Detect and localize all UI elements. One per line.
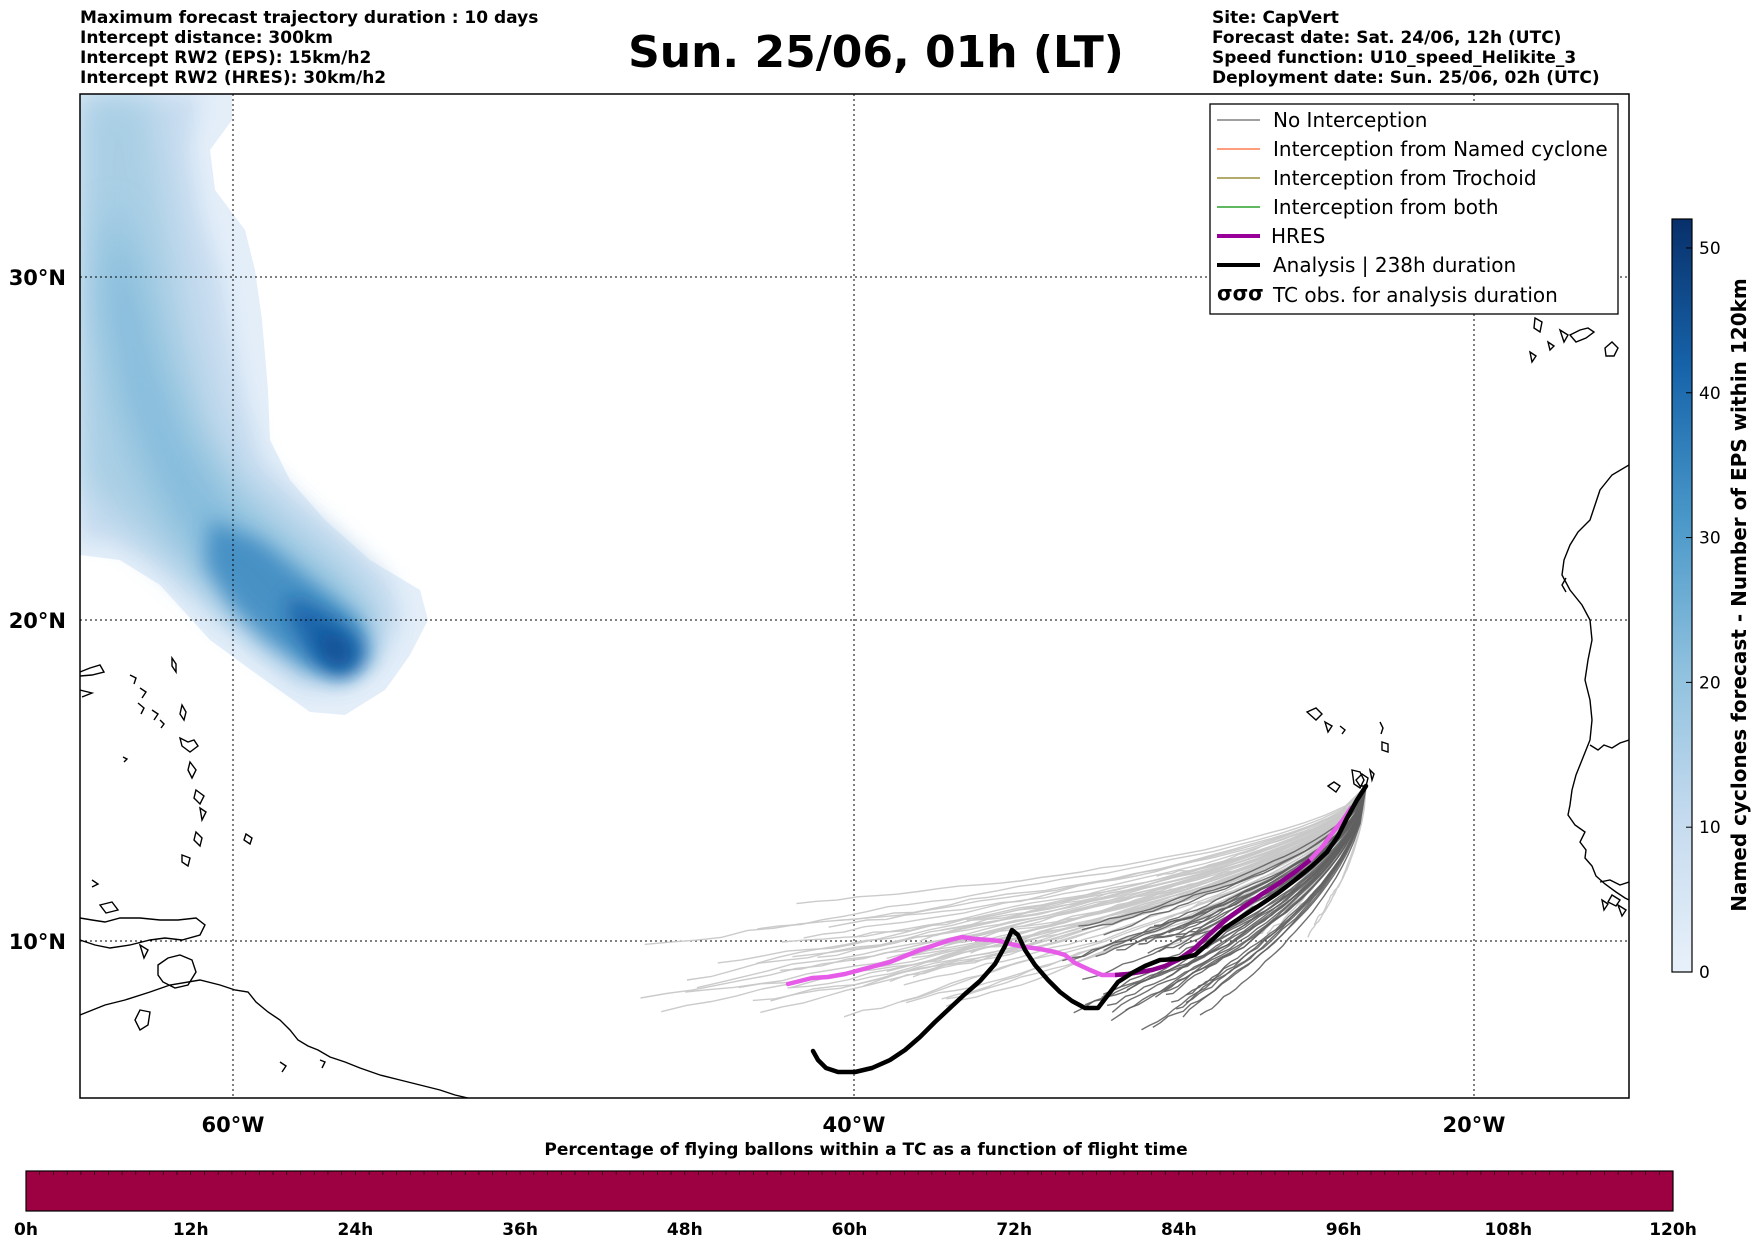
- ensemble-trajectory: [843, 785, 1367, 1018]
- ensemble-trajectory: [903, 785, 1367, 986]
- flight-time-tick-label: 120h: [1649, 1220, 1697, 1240]
- header-right-line: Site: CapVert: [1212, 8, 1339, 28]
- lat-tick-label: 30°N: [9, 266, 66, 290]
- colorbar-tick-label: 40: [1699, 384, 1721, 404]
- ensemble-trajectory: [1154, 785, 1367, 998]
- legend-label: Interception from both: [1273, 195, 1499, 219]
- flight-time-tick-label: 96h: [1326, 1220, 1362, 1240]
- flight-time-bar-fill: [25, 1170, 1674, 1212]
- colorbar-tick-label: 10: [1699, 818, 1721, 838]
- flight-time-tick-label: 60h: [832, 1220, 868, 1240]
- ensemble-trajectory: [1103, 785, 1367, 995]
- colorbar-gradient: [1671, 218, 1693, 973]
- forecast-parameters-block: Maximum forecast trajectory duration : 1…: [80, 8, 538, 88]
- ensemble-trajectory: [1117, 785, 1367, 904]
- analysis-trajectory: [810, 783, 1369, 1075]
- header-left-line: Maximum forecast trajectory duration : 1…: [80, 8, 539, 28]
- flight-time-tick-label: 24h: [338, 1220, 374, 1240]
- flight-time-tick-label: 36h: [502, 1220, 538, 1240]
- ensemble-trajectory: [1103, 785, 1367, 936]
- coastline-americas: [80, 655, 469, 1098]
- ensemble-trajectory: [837, 785, 1367, 921]
- map-title: Sun. 25/06, 01h (LT): [628, 27, 1124, 78]
- ensemble-trajectory: [1110, 785, 1367, 1022]
- ensemble-trajectory: [790, 785, 1367, 989]
- flight-time-tick-label: 72h: [996, 1220, 1032, 1240]
- flight-time-bar-labels: 0h 12h 24h 36h 48h 60h 72h 84h 96h 108h 120h: [14, 1220, 1697, 1240]
- ensemble-trajectory: [760, 785, 1367, 1014]
- ensemble-trajectory: [1106, 785, 1367, 1007]
- hres-trajectory-late-segment: [1114, 858, 1312, 978]
- header-left-line: Intercept RW2 (HRES): 30km/h2: [80, 68, 387, 88]
- colorbar-tick-label: 50: [1699, 239, 1721, 259]
- colorbar-title: Named cyclones forecast - Number of EPS …: [1727, 278, 1751, 912]
- cyclone-density-field: [80, 94, 428, 715]
- colorbar-tick-label: 30: [1699, 529, 1721, 549]
- lon-tick-label: 40°W: [823, 1113, 886, 1137]
- coastline-africa: [1305, 316, 1629, 918]
- flight-time-tick-label: 0h: [14, 1220, 38, 1240]
- flight-time-bar-minor-ticks: [39, 1171, 1660, 1175]
- legend-label: TC obs. for analysis duration: [1272, 283, 1558, 307]
- flight-time-tick-label: 84h: [1161, 1220, 1197, 1240]
- lat-tick-label: 20°N: [9, 609, 66, 633]
- colorbar-ticks: 0 10 20 30 40 50: [1686, 239, 1721, 983]
- site-info-block: Site: CapVert Forecast date: Sat. 24/06,…: [1212, 8, 1600, 88]
- header-right-line: Deployment date: Sun. 25/06, 02h (UTC): [1212, 68, 1600, 88]
- flight-time-tick-label: 12h: [173, 1220, 209, 1240]
- ensemble-trajectory: [1078, 785, 1367, 927]
- lon-tick-label: 60°W: [202, 1113, 265, 1137]
- cyclone-colorbar: 0 10 20 30 40 50 Named cyclones forecast - Nu…: [1671, 218, 1751, 983]
- legend-label: Interception from Named cyclone: [1273, 137, 1608, 161]
- ensemble-trajectory: [644, 785, 1367, 946]
- legend-label: Interception from Trochoid: [1273, 166, 1537, 190]
- header-left-line: Intercept distance: 300km: [80, 28, 333, 48]
- ensemble-trajectory: [1307, 785, 1367, 938]
- ensemble-trajectory: [757, 785, 1367, 930]
- ensemble-trajectory: [1097, 785, 1367, 915]
- map-legend: σσσ No Interception Interception from Na…: [1209, 103, 1619, 315]
- ensemble-trajectory: [941, 785, 1367, 931]
- ensemble-trajectory: [1176, 785, 1367, 1010]
- ensemble-trajectory: [1182, 785, 1367, 1018]
- legend-label: HRES: [1271, 224, 1325, 248]
- ensemble-trajectory: [817, 785, 1367, 958]
- flight-time-tick-label: 48h: [667, 1220, 703, 1240]
- legend-label: No Interception: [1273, 108, 1427, 132]
- ensemble-trajectory: [717, 785, 1367, 964]
- ensemble-trajectory: [1125, 785, 1367, 1011]
- ensemble-trajectory: [1185, 785, 1367, 1004]
- ensemble-trajectory: [1156, 785, 1367, 877]
- header-right-line: Speed function: U10_speed_Helikite_3: [1212, 48, 1577, 68]
- capverde-islands: [1355, 773, 1369, 787]
- legend-box: [1209, 103, 1619, 315]
- colorbar-tick-label: 20: [1699, 673, 1721, 693]
- flight-time-bar-title: Percentage of flying ballons within a TC…: [544, 1140, 1187, 1160]
- colorbar-tick-label: 0: [1699, 963, 1710, 983]
- tc-obs-symbol-icon: σσσ: [1217, 281, 1264, 305]
- ensemble-trajectory: [1199, 785, 1367, 1016]
- ensemble-trajectory: [828, 785, 1367, 928]
- map-area: [80, 94, 1629, 1098]
- lat-tick-label: 10°N: [9, 930, 66, 954]
- ensemble-trajectory: [1081, 785, 1367, 931]
- header-left-line: Intercept RW2 (EPS): 15km/h2: [80, 48, 372, 68]
- legend-label: Analysis | 238h duration: [1273, 253, 1516, 277]
- header-right-line: Forecast date: Sat. 24/06, 12h (UTC): [1212, 28, 1562, 48]
- lon-tick-label: 20°W: [1443, 1113, 1506, 1137]
- flight-time-tick-label: 108h: [1485, 1220, 1533, 1240]
- flight-time-bar: Percentage of flying ballons within a TC…: [14, 1140, 1697, 1240]
- ensemble-trajectory: [796, 785, 1367, 905]
- map-frame: [79, 93, 1630, 1099]
